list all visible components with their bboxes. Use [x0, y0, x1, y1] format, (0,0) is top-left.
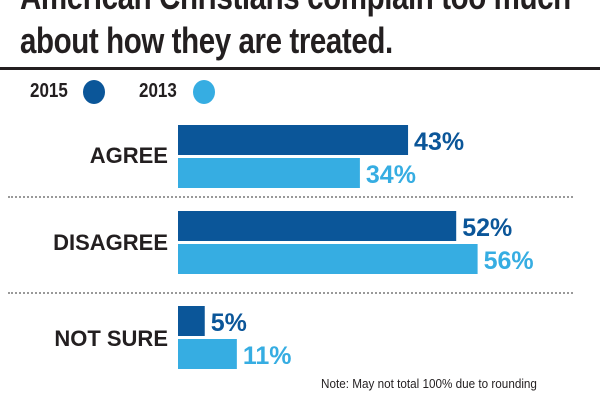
data-label: 56%	[484, 247, 534, 275]
bar-2015-not-sure	[178, 306, 205, 336]
group-divider	[8, 196, 573, 198]
legend-swatch-2015	[83, 80, 105, 104]
category-label-not-sure: NOT SURE	[54, 326, 168, 351]
data-label: 52%	[462, 214, 512, 242]
footnote: Note: May not total 100% due to rounding	[321, 376, 537, 391]
data-label: 34%	[366, 161, 416, 189]
bar-2013-not-sure	[178, 339, 237, 369]
title-line-2: about how they are treated.	[20, 20, 393, 61]
data-label: 11%	[243, 342, 292, 370]
legend-swatch-2013	[193, 80, 215, 104]
title-rule	[0, 67, 600, 70]
bar-2015-agree	[178, 125, 409, 155]
bar-2015-disagree	[178, 211, 457, 241]
bar-2013-agree	[178, 158, 360, 188]
data-label: 5%	[211, 309, 247, 337]
title-line-1: American Christians complain too much	[20, 0, 571, 18]
legend-label-2015: 2015	[30, 80, 68, 102]
bar-2013-disagree	[178, 244, 478, 274]
legend-label-2013: 2013	[139, 80, 177, 102]
category-label-disagree: DISAGREE	[53, 230, 168, 255]
group-divider	[8, 292, 573, 294]
data-label: 43%	[414, 128, 464, 156]
category-label-agree: AGREE	[89, 143, 168, 168]
